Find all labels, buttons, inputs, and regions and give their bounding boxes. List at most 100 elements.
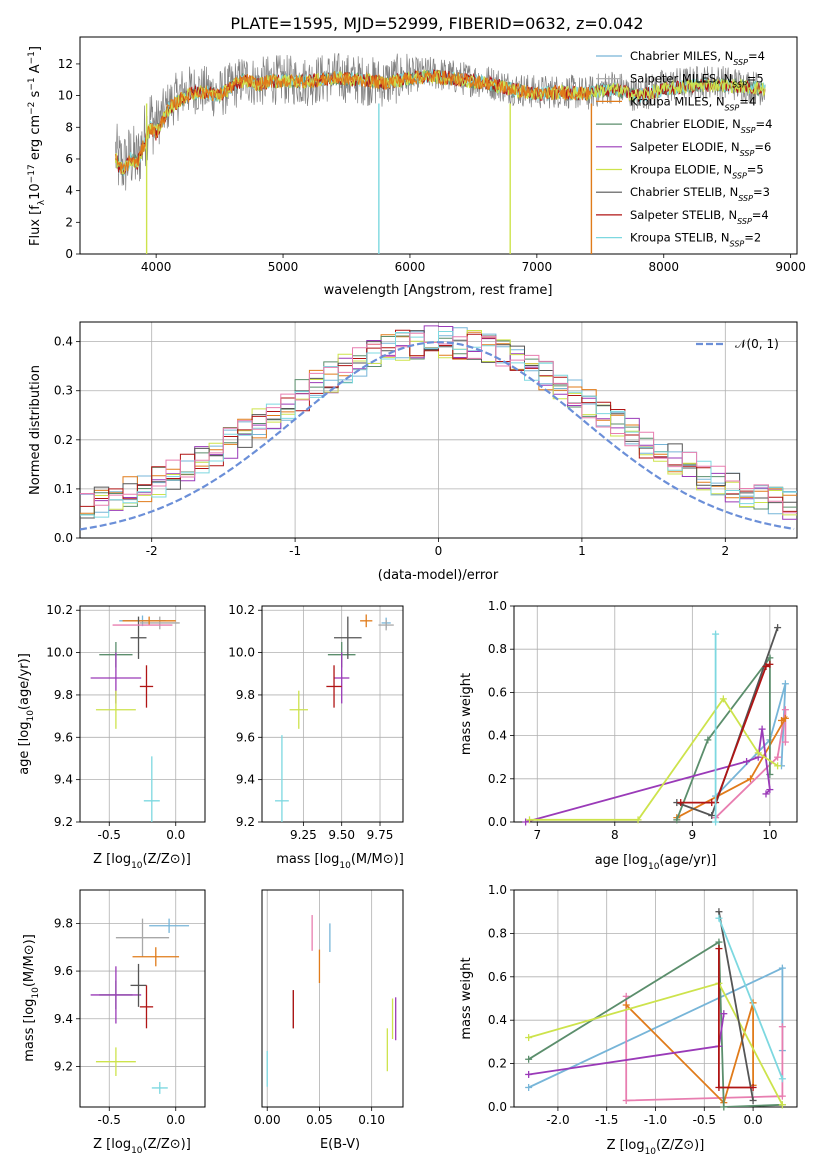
model-spectrum	[115, 69, 591, 174]
x-tick-label: 2	[721, 544, 729, 558]
subscript: 10	[648, 862, 660, 872]
x-tick-label: 7	[533, 828, 541, 842]
y-tick-label: 0.2	[488, 1057, 507, 1071]
x-tick-label: 0.10	[358, 1113, 385, 1127]
x-axis-label: wavelength [Angstrom, rest frame]	[324, 283, 553, 298]
weight-vs-age-panel: 7 8 9 10 0.0 0.2 0.4 0.6 0.8 1.0 mass weight age [l…	[459, 599, 798, 872]
label-rest: erg cm	[28, 115, 43, 164]
age-vs-metallicity-panel: -0.5 0.0 9.2 9.4 9.6 9.8 10.0 10.2 Z [log10(Z/Z⊙…	[17, 603, 206, 871]
axes-frame	[513, 889, 798, 1108]
subscript: SSP	[732, 80, 747, 89]
x-axis-label: (data-model)/error	[378, 568, 499, 583]
axes-frame	[261, 889, 404, 1108]
y-tick-label: 1.0	[488, 599, 507, 613]
x-tick-label: 6000	[395, 260, 426, 274]
spectrum-legend: Chabrier MILES, NSSP=4 Salpeter MILES, NS…	[596, 49, 772, 248]
label-rest: =2	[744, 231, 761, 245]
label-rest: =5	[747, 72, 764, 86]
weight-series-line	[675, 655, 771, 821]
normal-reference-curve	[80, 341, 795, 531]
y-tick-label: 9.4	[236, 773, 255, 787]
x-tick-label: -0.5	[693, 1113, 716, 1127]
x-tick-label: -0.5	[98, 828, 121, 842]
label-rest: (Z/Z⊙)]	[656, 1138, 704, 1153]
x-tick-label: 5000	[268, 260, 299, 274]
reference-legend-label: 𝒩(0, 1)	[735, 337, 779, 351]
y-tick-label: 9.6	[236, 730, 255, 744]
subscript: SSP	[732, 171, 747, 180]
subscript: SSP	[733, 58, 748, 67]
x-tick-label: 0	[435, 544, 443, 558]
y-tick-label: 0	[65, 247, 73, 261]
x-tick-label: 9.75	[367, 828, 394, 842]
weight-vs-metallicity-panel: -2.0 -1.5 -1.0 -0.5 0.0 0.0 0.2 0.4 0.6 0.8 1.0 mas…	[459, 883, 798, 1157]
x-axis-label: E(B-V)	[320, 1137, 360, 1152]
y-axis-label: mass [log10(M/M⊙)]	[22, 934, 41, 1062]
weight-series-line	[676, 715, 788, 819]
legend-label: Chabrier STELIB, NSSP=3	[630, 185, 770, 203]
label-rest: 10	[28, 183, 43, 200]
y-tick-label: 9.2	[54, 1059, 73, 1073]
x-axis-label: Z [log10(Z/Z⊙)]	[607, 1138, 705, 1157]
axes-frame	[261, 605, 404, 823]
mass-vs-metallicity-panel: -0.5 0.0 9.2 9.4 9.6 9.8 Z [log10(Z/Z⊙)] mass […	[22, 889, 206, 1156]
label-rest: A	[28, 64, 43, 77]
y-tick-label: 0.6	[488, 685, 507, 699]
label-rest: (M/M⊙)]	[22, 934, 37, 987]
x-tick-label: 8000	[648, 260, 679, 274]
age-vs-mass-panel: 9.25 9.50 9.75 9.2 9.4 9.6 9.8 10.0 10.2 mass [lo…	[228, 603, 404, 871]
x-tick-label: -1.0	[644, 1113, 667, 1127]
y-tick-label: 9.2	[236, 815, 255, 829]
y-tick-label: 0.0	[54, 531, 73, 545]
subscript: SSP	[738, 194, 753, 203]
y-tick-label: 10.0	[228, 646, 255, 660]
y-tick-label: 9.8	[54, 916, 73, 930]
x-tick-label: -1	[289, 544, 301, 558]
residuals-panel: -2 -1 0 1 2 0.0 0.1 0.2 0.3 0.4 (data-model)/error…	[28, 321, 798, 583]
x-tick-label: 4000	[141, 260, 172, 274]
x-tick-label: 0.0	[166, 1113, 185, 1127]
label-rest: (M/M⊙)]	[351, 852, 404, 867]
y-axis-label: mass weight	[459, 673, 474, 755]
weight-series-line	[625, 996, 784, 1102]
y-tick-label: 9.2	[54, 815, 73, 829]
weight-series-line	[718, 911, 754, 1101]
x-tick-label: 9.50	[328, 828, 355, 842]
superscript: −17	[27, 164, 37, 183]
y-axis-label: age [log10(age/yr)]	[17, 653, 36, 775]
residual-histogram	[80, 331, 797, 518]
legend-label: Salpeter STELIB, NSSP=4	[630, 208, 769, 226]
x-tick-label: 0.0	[166, 828, 185, 842]
x-tick-label: 9000	[775, 260, 806, 274]
y-tick-label: 10.0	[46, 646, 73, 660]
residual-histogram	[80, 325, 797, 520]
y-tick-label: 12	[58, 57, 73, 71]
x-tick-label: -1.5	[595, 1113, 618, 1127]
axes-frame	[79, 605, 206, 823]
x-axis-label: Z [log10(Z/Z⊙)]	[93, 1137, 191, 1156]
subscript: 10	[131, 861, 143, 871]
y-tick-label: 0.0	[488, 815, 507, 829]
subscript: 10	[339, 861, 351, 871]
y-tick-label: 0.4	[488, 1013, 507, 1027]
y-axis-label: Normed distribution	[28, 365, 43, 495]
y-tick-label: 9.4	[54, 1012, 73, 1026]
superscript: −1	[27, 51, 37, 64]
y-tick-label: 4	[65, 184, 73, 198]
y-tick-label: 9.8	[236, 688, 255, 702]
x-tick-label: 0.0	[744, 1113, 763, 1127]
y-tick-label: 0.0	[488, 1100, 507, 1114]
y-tick-label: 0.8	[488, 926, 507, 940]
x-tick-label: 9.25	[290, 828, 317, 842]
subscript: λ	[37, 199, 47, 205]
weight-series-line	[676, 627, 779, 817]
legend-label: Chabrier ELODIE, NSSP=4	[630, 117, 772, 135]
y-tick-label: 6	[65, 152, 73, 166]
y-tick-label: 0.4	[54, 335, 73, 349]
label-rest: (Z/Z⊙)]	[143, 852, 191, 867]
subscript: 10	[131, 1146, 143, 1156]
superscript: −1	[27, 77, 37, 90]
label-rest: =6	[754, 140, 771, 154]
x-tick-label: -0.5	[98, 1113, 121, 1127]
